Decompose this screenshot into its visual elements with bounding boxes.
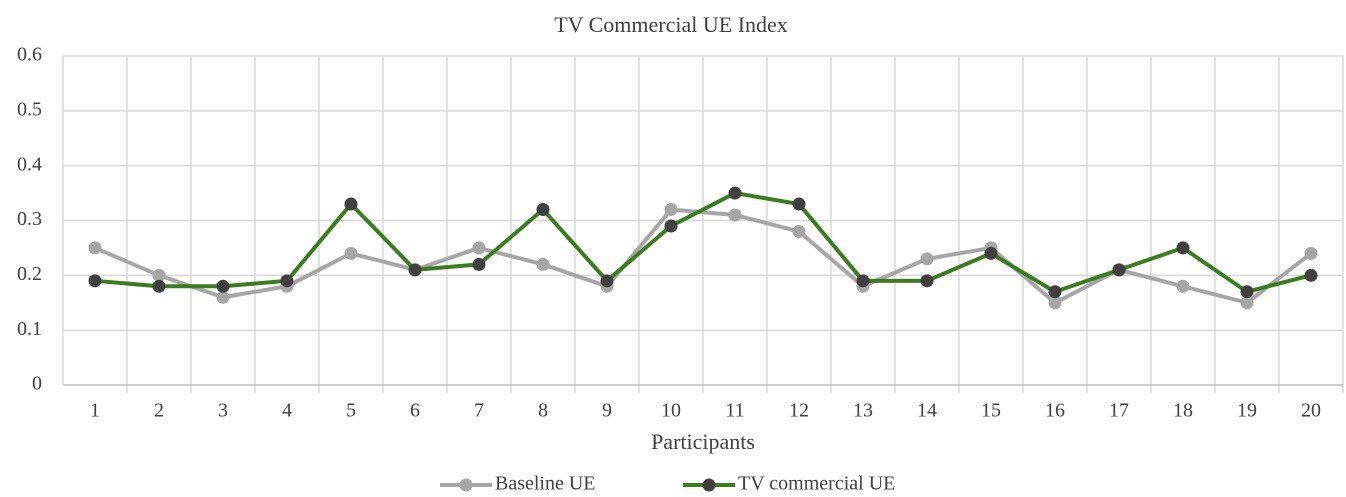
y-tick-label: 0.4 [17,153,42,175]
data-point [1048,296,1062,310]
data-point [856,274,870,288]
legend-label: Baseline UE [495,473,596,495]
x-tick-label: 11 [725,400,744,422]
data-point [152,279,166,293]
x-tick-label: 3 [218,400,228,422]
data-point [792,224,806,238]
y-tick-label: 0 [32,373,42,395]
data-point [984,246,998,260]
y-tick-label: 0.6 [17,44,42,66]
series-line [94,191,1312,294]
data-point [344,197,358,211]
data-point [216,279,230,293]
data-point [1176,279,1190,293]
x-tick-label: 4 [282,400,292,422]
data-point [216,290,230,304]
data-point [920,252,934,266]
data-point [792,197,806,211]
x-tick-label: 5 [346,400,356,422]
data-point [408,263,422,277]
x-tick-label: 12 [789,400,809,422]
x-tick-label: 1 [90,400,100,422]
data-point [88,274,102,288]
x-tick-label: 2 [154,400,164,422]
y-tick-label: 0.2 [17,263,42,285]
x-tick-label: 19 [1237,400,1257,422]
x-tick-label: 14 [917,400,937,422]
y-tick-label: 0.3 [17,208,42,230]
legend-label: TV commercial UE [738,473,895,495]
data-point [1112,263,1126,277]
y-tick-label: 0.1 [17,318,42,340]
data-point [536,203,550,217]
data-point [280,274,294,288]
data-point [664,203,678,217]
legend-marker [459,478,473,492]
x-tick-label: 13 [853,400,873,422]
data-point [1240,285,1254,299]
y-tick-label: 0.5 [17,98,42,120]
data-point [1048,285,1062,299]
data-point [1240,296,1254,310]
x-tick-label: 20 [1301,400,1321,422]
data-point [344,246,358,260]
data-point [152,268,166,282]
data-point [920,274,934,288]
data-point [728,186,742,200]
x-tick-label: 17 [1109,400,1129,422]
data-point [1304,268,1318,282]
data-point [600,274,614,288]
data-point [1176,241,1190,255]
x-tick-label: 10 [661,400,681,422]
x-tick-label: 9 [602,400,612,422]
x-tick-label: 16 [1045,400,1065,422]
x-tick-label: 18 [1173,400,1193,422]
data-point [1304,246,1318,260]
x-tick-label: 8 [538,400,548,422]
x-tick-label: 15 [981,400,1001,422]
x-axis-label: Participants [651,429,755,454]
x-tick-label: 6 [410,400,420,422]
x-tick-label: 7 [474,400,484,422]
data-point [536,257,550,271]
data-point [664,219,678,233]
data-point [728,208,742,222]
chart-title: TV Commercial UE Index [554,12,788,37]
data-point [472,257,486,271]
legend-marker [702,478,716,492]
data-point [88,241,102,255]
data-point [472,241,486,255]
